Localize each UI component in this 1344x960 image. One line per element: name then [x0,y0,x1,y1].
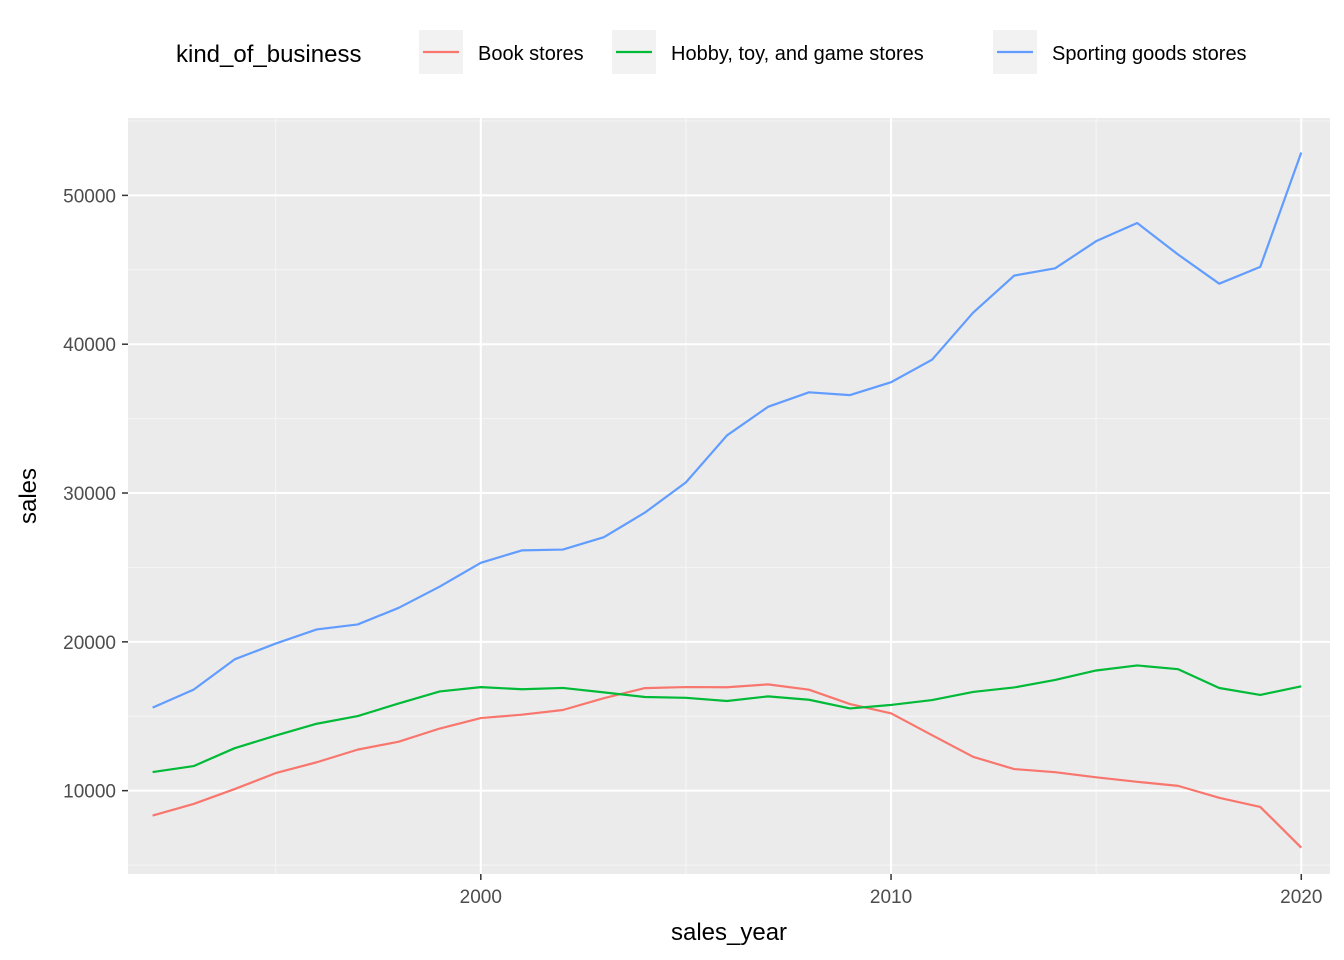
legend-label-book-stores: Book stores [478,43,584,65]
legend-label-hobby-toy-and-game-stores: Hobby, toy, and game stores [671,43,924,65]
y-tick-label: 50000 [63,186,116,207]
series-line-sporting-goods-stores [152,152,1303,709]
legend-label-sporting-goods-stores: Sporting goods stores [1052,43,1247,65]
y-tick-label: 30000 [63,484,116,505]
x-tick-label: 2000 [460,887,502,908]
y-tick-label: 40000 [63,335,116,356]
x-axis-ticks [480,874,1303,880]
series-lines [152,152,1303,849]
plot-panel [128,118,1330,874]
y-tick-label: 10000 [63,782,116,803]
legend-title: kind_of_business [176,41,361,68]
y-axis-title: sales [15,468,42,524]
series-line-hobby-toy-and-game-stores [152,664,1302,774]
x-tick-label: 2010 [870,887,912,908]
legend-items: Book stores Hobby, toy, and game stores Sp… [419,30,1247,74]
minor-gridlines [128,118,1330,874]
major-gridlines [128,118,1330,874]
x-axis-title: sales_year [671,919,787,946]
legend: kind_of_business Book stores Hobby, toy, … [176,30,1247,74]
y-axis-ticks [122,194,128,792]
x-axis-tick-labels: 2000 2010 2020 [460,887,1323,908]
series-line-book-stores [152,683,1303,849]
y-tick-label: 20000 [63,633,116,654]
y-axis-tick-labels: 10000 20000 30000 40000 50000 [63,186,116,802]
x-tick-label: 2020 [1280,887,1322,908]
